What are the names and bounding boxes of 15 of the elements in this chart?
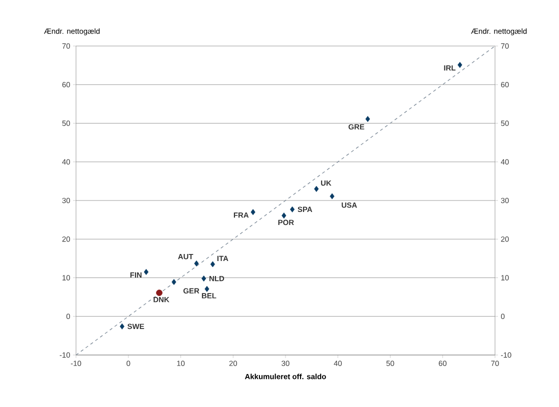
point <box>314 186 319 192</box>
point <box>144 268 148 275</box>
point <box>120 323 124 330</box>
point <box>172 279 176 285</box>
point <box>365 116 370 122</box>
point <box>330 193 334 200</box>
point <box>282 212 286 219</box>
point <box>194 260 199 266</box>
point <box>290 206 295 212</box>
point <box>250 209 256 216</box>
point <box>204 286 210 292</box>
point <box>210 261 215 268</box>
point <box>156 290 162 296</box>
point <box>201 276 206 282</box>
point <box>458 62 462 68</box>
